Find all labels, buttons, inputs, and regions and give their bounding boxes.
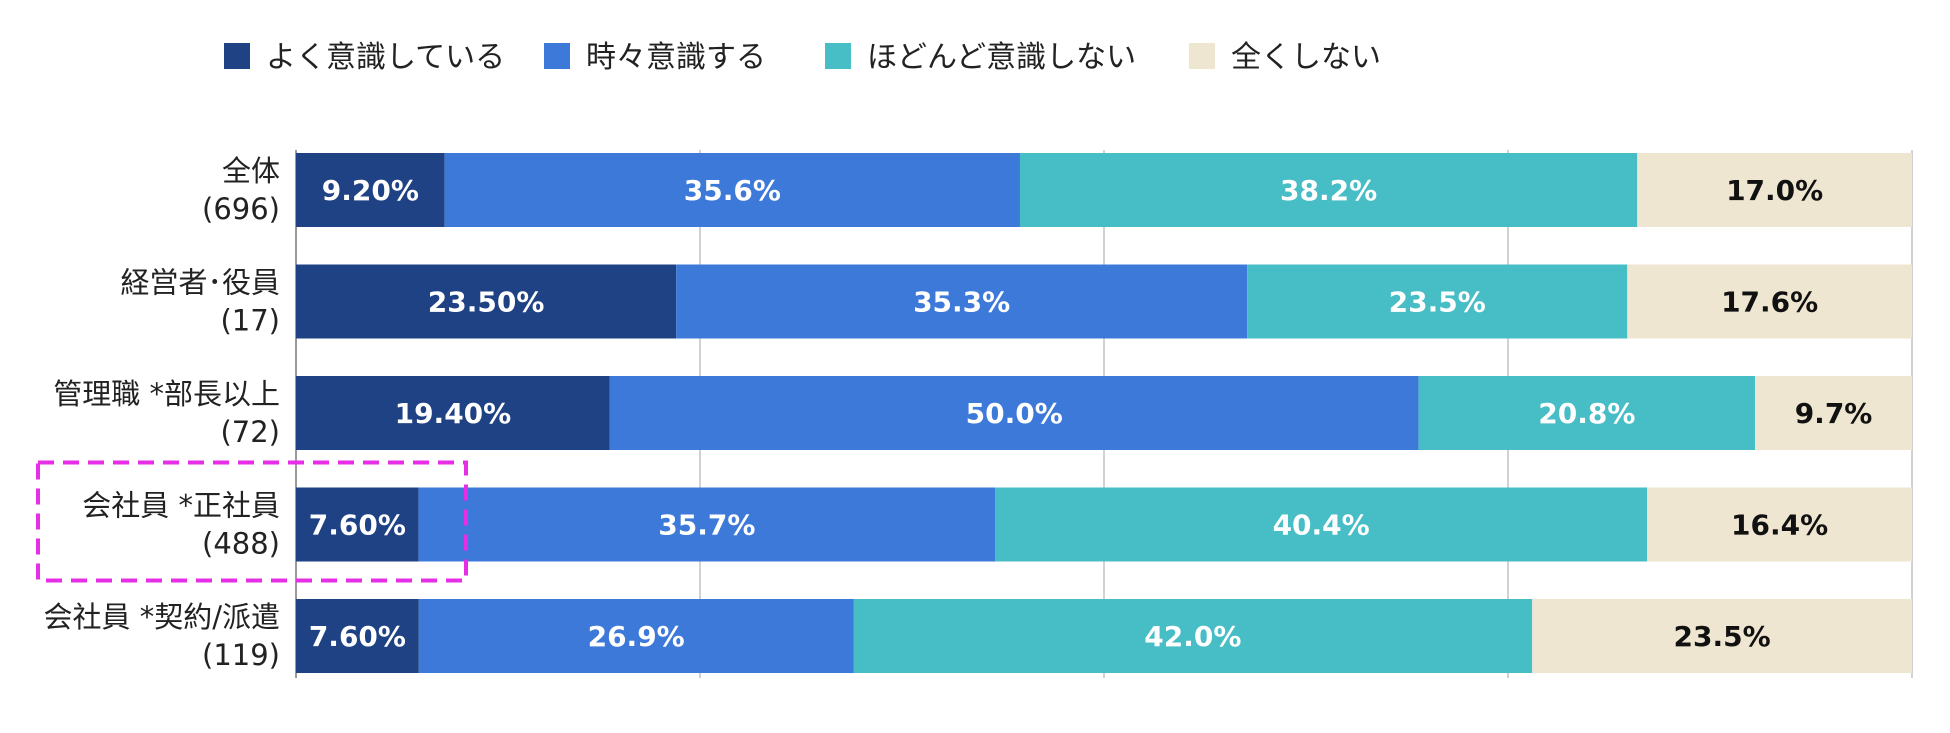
bar-segment: [444, 153, 1020, 227]
category-label: 会社員 *契約/派遣: [44, 600, 281, 634]
category-count: (119): [202, 638, 280, 672]
bar-segment: [296, 376, 610, 450]
data-label: 7.60%: [309, 620, 406, 653]
category-label: 管理職 *部長以上: [53, 377, 280, 411]
data-label: 17.6%: [1721, 286, 1818, 319]
legend: よく意識している 時々意識する ほどんど意識しない 全くしない: [224, 40, 1381, 75]
category-label: 会社員 *正社員: [82, 489, 280, 523]
data-label: 17.0%: [1726, 174, 1823, 207]
bars: 9.20% 35.6% 38.2% 17.0% 23.50% 35.3% 23.5% 17.6…: [296, 153, 1912, 673]
legend-swatch: [544, 43, 570, 69]
bar-segment: [296, 153, 445, 227]
bar-segment: [1647, 487, 1912, 562]
bar-segment: [296, 599, 419, 673]
legend-swatch: [224, 43, 250, 69]
data-label: 9.7%: [1795, 397, 1873, 430]
data-label: 19.40%: [395, 397, 512, 430]
bar-segment: [1418, 376, 1756, 450]
legend-label: ほどんど意識しない: [867, 40, 1136, 75]
bar-segment: [296, 487, 419, 562]
bar-segment: [1247, 264, 1628, 339]
bar-segment: [1627, 264, 1912, 339]
data-label: 42.0%: [1144, 620, 1241, 653]
data-label: 40.4%: [1273, 509, 1370, 542]
category-count: (696): [202, 192, 280, 226]
bar-segment: [853, 599, 1533, 673]
bar-segment: [1755, 376, 1912, 450]
bar-segment: [418, 487, 996, 562]
category-count: (17): [220, 304, 280, 338]
bar-segment: [1019, 153, 1638, 227]
data-label: 35.3%: [913, 286, 1010, 319]
highlight-dashed-box: [36, 460, 468, 583]
category-label: 経営者･役員: [120, 266, 280, 300]
data-label: 35.6%: [684, 174, 781, 207]
bar-segment: [609, 376, 1419, 450]
bar-segment: [296, 264, 677, 339]
bar-segment: [418, 599, 854, 673]
data-label: 38.2%: [1280, 174, 1377, 207]
legend-swatch: [1189, 43, 1215, 69]
data-label: 7.60%: [309, 509, 406, 542]
bar-segment: [1637, 153, 1912, 227]
data-label: 20.8%: [1538, 397, 1635, 430]
bar-segment: [676, 264, 1248, 339]
category-labels: 全体 (696) 経営者･役員 (17) 管理職 *部長以上 (72) 会社員 *正社員 (4…: [44, 154, 281, 672]
highlight-box: [36, 460, 468, 583]
category-count: (72): [220, 415, 280, 449]
data-label: 16.4%: [1731, 509, 1828, 542]
legend-label: 全くしない: [1231, 40, 1381, 75]
data-label: 23.5%: [1674, 620, 1771, 653]
legend-label: よく意識している: [266, 40, 505, 75]
category-label: 全体: [222, 154, 280, 188]
legend-swatch: [825, 43, 851, 69]
category-count: (488): [202, 527, 280, 561]
bar-segment: [995, 487, 1648, 562]
data-label: 50.0%: [966, 397, 1063, 430]
data-label: 35.7%: [658, 509, 755, 542]
data-label: 9.20%: [322, 174, 419, 207]
data-label: 23.50%: [428, 286, 545, 319]
bar-segment: [1532, 599, 1912, 673]
data-label: 23.5%: [1389, 286, 1486, 319]
legend-label: 時々意識する: [586, 40, 766, 75]
data-label: 26.9%: [588, 620, 685, 653]
